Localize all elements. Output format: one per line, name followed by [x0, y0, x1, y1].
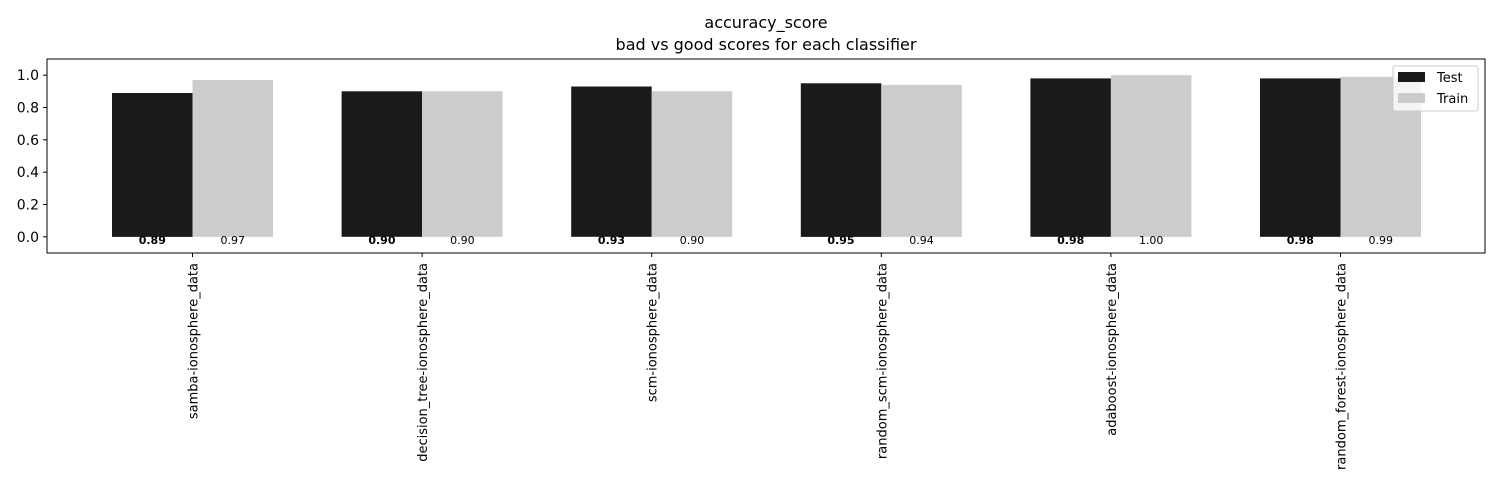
data-label-train-5: 1.00 — [1139, 234, 1164, 247]
legend-label-train: Train — [1436, 92, 1468, 107]
y-tick-label: 0.2 — [17, 198, 39, 214]
y-tick-label: 1.0 — [17, 68, 39, 84]
x-axis: samba-ionosphere_data decision_tree-ionos… — [187, 253, 1350, 470]
y-tick-label: 0.6 — [17, 133, 39, 149]
bar-train-5 — [1110, 75, 1192, 237]
bar-test-1 — [112, 93, 193, 237]
data-label-test-3: 0.93 — [598, 234, 625, 247]
data-label-train-1: 0.97 — [221, 234, 246, 247]
bar-train-3 — [651, 91, 733, 237]
legend: Test Train — [1392, 65, 1479, 112]
bar-train-4 — [881, 84, 962, 237]
x-tick-label: decision_tree-ionosphere_data — [416, 263, 431, 462]
data-label-test-4: 0.95 — [827, 234, 854, 247]
data-label-test-1: 0.89 — [139, 234, 166, 247]
data-label-train-4: 0.94 — [909, 234, 934, 247]
bar-test-5 — [1030, 78, 1111, 237]
legend-label-test: Test — [1436, 71, 1463, 86]
y-tick-label: 0.8 — [17, 101, 39, 117]
bar-train-2 — [422, 91, 503, 237]
legend-swatch-test — [1398, 72, 1425, 82]
legend-swatch-train — [1398, 93, 1425, 103]
data-label-train-6: 0.99 — [1369, 234, 1394, 247]
plot-frame — [46, 58, 1486, 254]
bar-train-1 — [192, 80, 273, 237]
plot-area: 0.89 0.97 0.90 0.90 0.93 0.90 0.95 0.94 0.98 1.00… — [112, 75, 1421, 247]
bar-test-6 — [1260, 78, 1341, 237]
x-tick-label: random_forest-ionosphere_data — [1335, 263, 1350, 470]
data-label-test-2: 0.90 — [368, 234, 395, 247]
y-tick-label: 0.4 — [17, 165, 39, 181]
x-tick-label: random_scm-ionosphere_data — [875, 263, 890, 459]
chart-title: accuracy_score — [704, 13, 827, 33]
bar-test-3 — [571, 86, 652, 237]
chart-subtitle: bad vs good scores for each classifier — [616, 35, 917, 54]
data-label-test-5: 0.98 — [1057, 234, 1084, 247]
data-label-train-3: 0.90 — [680, 234, 705, 247]
bar-test-2 — [341, 91, 423, 237]
x-tick-label: adaboost-ionosphere_data — [1105, 263, 1120, 436]
y-tick-label: 0.0 — [17, 230, 39, 246]
bar-test-4 — [800, 83, 882, 237]
x-tick-label: samba-ionosphere_data — [187, 263, 202, 419]
x-tick-label: scm-ionosphere_data — [646, 263, 661, 402]
y-axis: 0.0 0.2 0.4 0.6 0.8 1.0 — [17, 68, 47, 246]
data-label-test-6: 0.98 — [1287, 234, 1314, 247]
data-label-train-2: 0.90 — [450, 234, 475, 247]
